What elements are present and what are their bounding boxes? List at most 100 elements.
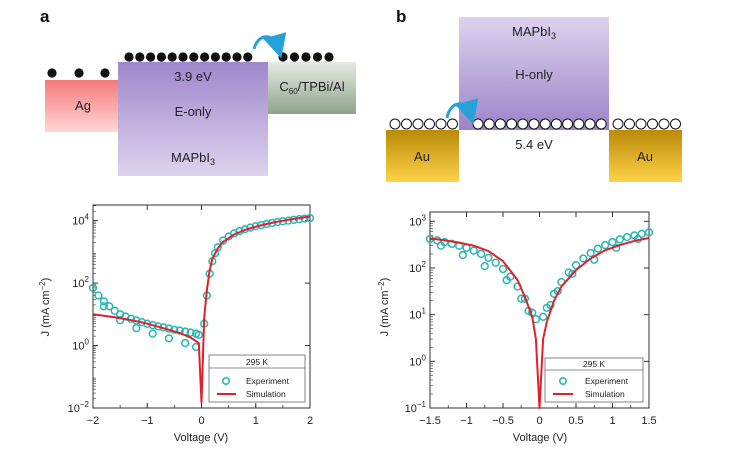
plot-b-experiment-point	[601, 240, 610, 250]
plot-a-legend-experiment-marker	[222, 376, 231, 385]
panel-b-letter: b	[396, 7, 406, 26]
injection-arrow-a	[252, 32, 287, 59]
hole-dots-b	[389, 118, 681, 130]
au-electrode-left	[386, 130, 459, 182]
electron-dot	[278, 52, 288, 62]
plot-b-legend: 295 K Experiment Simulation	[544, 357, 644, 403]
plot-a-experiment-point	[186, 328, 195, 337]
electron-dot	[146, 52, 156, 62]
hole-dot	[670, 118, 681, 130]
plot-a-ylabel: J (mA cm−2)	[38, 278, 52, 337]
plot-b-experiment-point	[579, 254, 588, 263]
panel-b-diagram: b MAPbI3 H-only Au Au 5.4 eV	[386, 7, 682, 182]
plot-b-experiment-point	[458, 250, 468, 260]
plot-b-experiment-point	[447, 239, 457, 248]
electron-dot	[221, 52, 231, 62]
plot-a-experiment-point	[213, 243, 222, 252]
hole-dot	[401, 118, 412, 130]
plot-a-ytick-label: 10−2	[68, 400, 90, 415]
hole-dot	[647, 118, 658, 130]
au-label-right: Au	[637, 149, 653, 164]
hole-dot	[562, 118, 574, 130]
plot-a-legend-experiment: Experiment	[246, 376, 290, 386]
plot-a-experiment-point	[99, 302, 108, 311]
electron-dot	[156, 52, 166, 62]
hole-dot	[506, 118, 518, 130]
plot-b-legend-experiment-marker	[558, 376, 567, 385]
plot-b-legend-experiment: Experiment	[585, 376, 629, 386]
hole-dot	[550, 118, 562, 130]
plot-b-xtick-label: 1	[609, 415, 615, 427]
plot-b-experiment-point	[491, 258, 500, 267]
plot-b-experiment-point	[615, 235, 624, 244]
mapbi-layer-b	[459, 17, 609, 130]
hole-dot	[435, 118, 447, 130]
mapbi-layer-a	[118, 62, 268, 176]
plot-b-experiment-point	[484, 253, 493, 263]
plot-b-xtick-label: −1	[460, 415, 473, 427]
hole-dot	[528, 118, 540, 130]
plot-b-experiment-point	[586, 248, 595, 258]
electron-dot	[200, 52, 210, 62]
electron-dots-a	[47, 52, 334, 78]
plot-b-experiment-point	[593, 244, 603, 253]
c60-label: C60/TPBi/Al	[279, 79, 344, 96]
hole-dot	[635, 118, 647, 130]
electron-dot	[100, 68, 110, 78]
au-electrode-right	[609, 130, 682, 182]
plot-a-xtick-label: −2	[87, 415, 100, 427]
panel-a-letter: a	[40, 7, 50, 26]
plot-b-ytick-label: 101	[409, 307, 426, 322]
electron-dot	[243, 52, 253, 62]
plot-a-experiment-point	[132, 324, 141, 333]
plot-b-xtick-label: −0.5	[492, 415, 514, 427]
electron-dot	[135, 52, 145, 62]
plot-b-experiment-point	[622, 232, 632, 242]
plot-b-simulation-line	[429, 237, 650, 409]
plot-b-ylabel: J (mA cm−2)	[377, 278, 391, 337]
plot-a-xtick-label: 1	[253, 415, 259, 427]
c60-tpbi-al-layer	[268, 62, 356, 114]
hole-dot	[494, 118, 506, 130]
plot-b-experiment-point	[502, 275, 511, 285]
hole-dot	[539, 118, 551, 130]
hole-dot	[624, 118, 635, 130]
hole-dot	[412, 118, 424, 130]
plot-b-experiment-point	[476, 249, 486, 259]
plot-b-experiment-point	[436, 241, 446, 250]
electron-dot	[312, 52, 323, 62]
plot-a-experiment-point	[88, 283, 98, 293]
hole-dot	[389, 118, 401, 130]
plot-b-legend-simulation: Simulation	[585, 389, 625, 399]
plot-a-experiment-point	[115, 316, 125, 325]
panel-a-diagram: a Ag 3.9 eV E-only MAPbI3 C60/TPBi/Al	[40, 7, 356, 176]
plot-b-legend-title: 295 K	[583, 359, 606, 369]
electron-dot	[232, 52, 242, 62]
plot-a-ytick-label: 104	[72, 213, 89, 228]
plot-b-experiment-point	[608, 237, 617, 247]
mapbi-energy-b: 5.4 eV	[515, 137, 553, 152]
hole-dot	[424, 118, 435, 130]
electron-dot	[178, 52, 188, 62]
plot-a-ytick-label: 100	[72, 338, 89, 353]
electron-dot	[210, 52, 220, 62]
plot-a-xtick-label: 2	[307, 415, 313, 427]
plot-a-legend-simulation: Simulation	[246, 389, 286, 399]
hole-dot	[612, 118, 624, 130]
plot-b-ytick-label: 10−1	[405, 400, 427, 415]
injection-arrow-b	[445, 98, 479, 125]
plot-a: −2 −1 0 1 2 10−2 100 102 104 Voltage (V) J (mA c…	[38, 204, 315, 444]
electron-dot	[124, 52, 134, 62]
plot-a-data	[88, 213, 315, 404]
plot-a-legend-title: 295 K	[246, 357, 269, 367]
plot-a-ticks: −2 −1 0 1 2 10−2 100 102 104	[68, 205, 313, 427]
plot-b-xtick-label: 0.5	[568, 415, 583, 427]
plot-a-experiment-point	[181, 338, 190, 348]
plot-a-experiment-point	[305, 213, 315, 223]
mapbi-energy-a: 3.9 eV	[174, 69, 212, 84]
plot-a-experiment-point	[194, 330, 203, 339]
plot-b-experiment-point	[469, 246, 478, 255]
plot-b-experiment-point	[571, 261, 581, 270]
plot-a-xlabel: Voltage (V)	[174, 432, 228, 444]
